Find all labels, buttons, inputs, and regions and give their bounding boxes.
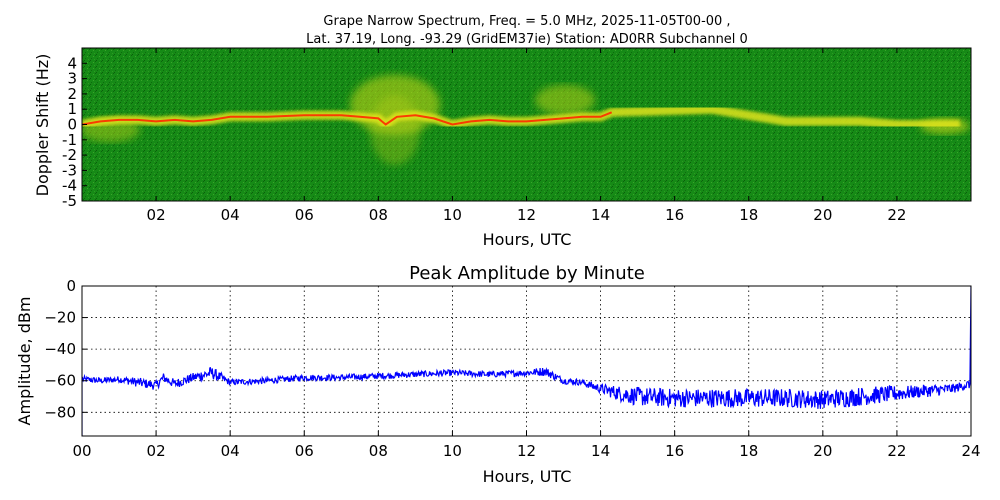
spectrogram-title-line1: Grape Narrow Spectrum, Freq. = 5.0 MHz, … <box>323 14 730 29</box>
amplitude-x-tick-label: 16 <box>665 442 684 460</box>
amplitude-plot-area <box>82 286 971 436</box>
amplitude-series-line <box>82 286 971 436</box>
amplitude-x-tick-label: 14 <box>591 442 610 460</box>
spectrogram-x-tick-label: 18 <box>739 206 758 224</box>
amplitude-x-tick-label: 18 <box>739 442 758 460</box>
spread-blob-0800 <box>370 95 420 165</box>
amplitude-x-tick-label: 04 <box>221 442 240 460</box>
spectrogram-x-tick-label: 06 <box>295 206 314 224</box>
amplitude-y-axis-label: Amplitude, dBm <box>15 297 34 426</box>
amplitude-x-tick-label: 08 <box>369 442 388 460</box>
spectrogram-y-tick-label: -1 <box>62 131 77 149</box>
spectrogram-x-axis-label: Hours, UTC <box>483 230 572 249</box>
spectrogram-x-tick-label: 02 <box>147 206 166 224</box>
spectrogram-y-tick-label: 4 <box>67 54 77 72</box>
amplitude-title: Peak Amplitude by Minute <box>409 263 645 284</box>
amplitude-x-axis-label: Hours, UTC <box>483 467 572 486</box>
amplitude-x-ticks: 00 02 04 06 08 10 12 14 16 18 20 22 24 <box>72 431 981 460</box>
amplitude-x-tick-label: 24 <box>961 442 980 460</box>
spectrogram-panel: Grape Narrow Spectrum, Freq. = 5.0 MHz, … <box>33 14 972 249</box>
spectrogram-y-tick-label: 0 <box>67 116 77 134</box>
spectrogram-x-tick-label: 10 <box>443 206 462 224</box>
spectrogram-y-tick-label: 3 <box>67 70 77 88</box>
spectrogram-y-axis-label: Doppler Shift (Hz) <box>33 54 52 197</box>
spectrogram-x-tick-label: 22 <box>887 206 906 224</box>
spectrogram-x-tick-label: 12 <box>517 206 536 224</box>
spectrogram-y-tick-label: 2 <box>67 85 77 103</box>
spectrogram-x-tick-label: 16 <box>665 206 684 224</box>
spectrogram-x-tick-label: 20 <box>813 206 832 224</box>
amplitude-panel: Peak Amplitude by Minute 00 02 04 06 08 10 12 1… <box>15 263 981 486</box>
amplitude-x-tick-label: 22 <box>887 442 906 460</box>
amplitude-x-tick-label: 12 <box>517 442 536 460</box>
amplitude-y-tick-label: −60 <box>44 372 76 390</box>
spectrogram-y-tick-label: -5 <box>62 192 77 210</box>
spectrogram-x-tick-label: 04 <box>221 206 240 224</box>
spectrogram-y-tick-label: -2 <box>62 146 77 164</box>
doppler-peak-trace <box>82 111 613 126</box>
amplitude-x-tick-label: 02 <box>147 442 166 460</box>
amplitude-x-tick-label: 00 <box>72 442 91 460</box>
amplitude-y-tick-label: −20 <box>44 309 76 327</box>
spectrogram-x-tick-label: 08 <box>369 206 388 224</box>
amplitude-y-tick-label: 0 <box>66 277 76 295</box>
amplitude-y-ticks: 0 −20 −40 −60 −80 <box>44 277 87 421</box>
spectrogram-x-tick-label: 14 <box>591 206 610 224</box>
spread-blob-1300 <box>535 85 595 115</box>
spectrogram-y-tick-label: -3 <box>62 161 77 179</box>
amplitude-x-tick-label: 06 <box>295 442 314 460</box>
spectrogram-title-line2: Lat. 37.19, Long. -93.29 (GridEM37ie) St… <box>306 32 748 47</box>
amplitude-x-tick-label: 10 <box>443 442 462 460</box>
spectrogram-x-ticks: 02 04 06 08 10 12 14 16 18 20 22 <box>147 48 906 224</box>
amplitude-y-tick-label: −40 <box>44 340 76 358</box>
spectrogram-y-tick-label: -4 <box>62 177 77 195</box>
amplitude-x-tick-label: 20 <box>813 442 832 460</box>
amplitude-y-tick-label: −80 <box>44 403 76 421</box>
spectrogram-signal <box>82 75 970 165</box>
spectrogram-y-tick-label: 1 <box>67 100 77 118</box>
